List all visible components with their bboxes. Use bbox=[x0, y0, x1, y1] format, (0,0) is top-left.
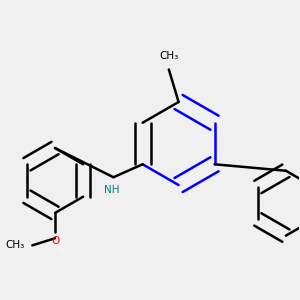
Text: CH₃: CH₃ bbox=[5, 240, 24, 250]
Text: NH: NH bbox=[104, 185, 120, 195]
Text: CH₃: CH₃ bbox=[159, 51, 178, 62]
Text: O: O bbox=[51, 236, 59, 246]
